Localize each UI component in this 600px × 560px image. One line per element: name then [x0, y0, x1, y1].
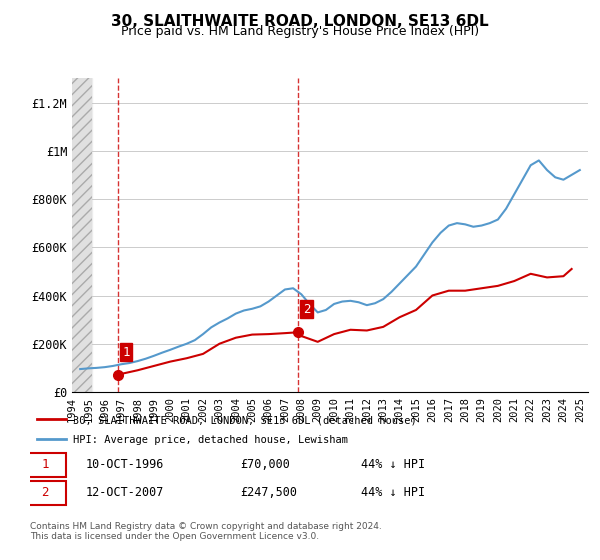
Text: HPI: Average price, detached house, Lewisham: HPI: Average price, detached house, Lewi… [73, 435, 348, 445]
Text: 30, SLAITHWAITE ROAD, LONDON, SE13 6DL (detached house): 30, SLAITHWAITE ROAD, LONDON, SE13 6DL (… [73, 415, 417, 425]
Text: Price paid vs. HM Land Registry's House Price Index (HPI): Price paid vs. HM Land Registry's House … [121, 25, 479, 38]
Text: 44% ↓ HPI: 44% ↓ HPI [361, 458, 425, 472]
Text: 1: 1 [122, 346, 130, 359]
Text: £247,500: £247,500 [240, 486, 297, 500]
Text: 2: 2 [41, 486, 49, 500]
Text: Contains HM Land Registry data © Crown copyright and database right 2024.
This d: Contains HM Land Registry data © Crown c… [30, 522, 382, 542]
FancyBboxPatch shape [25, 481, 66, 505]
Text: 12-OCT-2007: 12-OCT-2007 [85, 486, 164, 500]
Text: 2: 2 [302, 303, 310, 316]
Text: 10-OCT-1996: 10-OCT-1996 [85, 458, 164, 472]
FancyBboxPatch shape [25, 453, 66, 477]
Text: 44% ↓ HPI: 44% ↓ HPI [361, 486, 425, 500]
Bar [72, 78, 92, 392]
Text: £70,000: £70,000 [240, 458, 290, 472]
Text: 1: 1 [41, 458, 49, 472]
Bar [72, 78, 92, 392]
Text: 30, SLAITHWAITE ROAD, LONDON, SE13 6DL: 30, SLAITHWAITE ROAD, LONDON, SE13 6DL [111, 14, 489, 29]
